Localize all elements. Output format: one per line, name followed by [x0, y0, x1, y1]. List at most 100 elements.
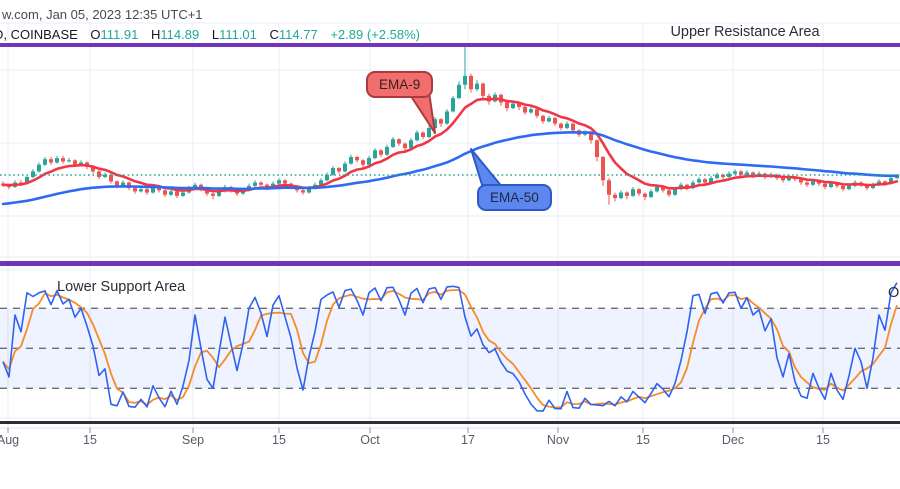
candle[interactable]: [139, 189, 143, 192]
candle[interactable]: [307, 188, 311, 193]
candle[interactable]: [475, 83, 479, 90]
upper-resistance-label[interactable]: Upper Resistance Area: [670, 24, 820, 40]
candle[interactable]: [145, 189, 149, 193]
candle[interactable]: [421, 132, 425, 137]
candle[interactable]: [505, 102, 509, 109]
candle[interactable]: [709, 178, 713, 183]
candle[interactable]: [457, 84, 461, 99]
candle[interactable]: [721, 174, 725, 177]
candle[interactable]: [799, 179, 803, 183]
candle[interactable]: [301, 190, 305, 193]
candle[interactable]: [637, 189, 641, 194]
candle[interactable]: [67, 160, 71, 162]
candle[interactable]: [133, 188, 137, 192]
ema9-callout[interactable]: EMA-9: [366, 71, 434, 98]
candle[interactable]: [397, 139, 401, 144]
ema-50-line[interactable]: [1, 131, 899, 206]
stochastic-series[interactable]: [2, 282, 898, 412]
candle[interactable]: [871, 184, 875, 189]
candle[interactable]: [49, 159, 53, 163]
candle[interactable]: [595, 140, 599, 157]
candle[interactable]: [337, 168, 341, 172]
candle[interactable]: [37, 164, 41, 172]
candle[interactable]: [589, 132, 593, 141]
candle[interactable]: [181, 192, 185, 196]
candle[interactable]: [565, 123, 569, 129]
candle[interactable]: [157, 186, 161, 191]
candle[interactable]: [601, 156, 605, 181]
candle[interactable]: [175, 191, 179, 196]
candle[interactable]: [103, 174, 107, 177]
candle[interactable]: [19, 182, 23, 184]
candle[interactable]: [73, 160, 77, 165]
ema-lines[interactable]: [1, 97, 899, 206]
candle[interactable]: [523, 106, 527, 113]
candle[interactable]: [511, 103, 515, 109]
candle[interactable]: [361, 160, 365, 165]
candle[interactable]: [745, 172, 749, 175]
candle[interactable]: [205, 189, 209, 194]
candle[interactable]: [805, 182, 809, 185]
candle[interactable]: [409, 140, 413, 149]
candle[interactable]: [481, 83, 485, 96]
candle[interactable]: [391, 139, 395, 147]
candle[interactable]: [619, 192, 623, 199]
candle[interactable]: [163, 190, 167, 195]
candle[interactable]: [415, 132, 419, 141]
candle[interactable]: [433, 119, 437, 129]
candle[interactable]: [283, 180, 287, 184]
candle[interactable]: [649, 191, 653, 197]
candle[interactable]: [319, 180, 323, 185]
candle[interactable]: [151, 186, 155, 193]
candle[interactable]: [715, 174, 719, 179]
candle[interactable]: [439, 119, 443, 124]
candle[interactable]: [529, 109, 533, 113]
candle[interactable]: [781, 178, 785, 181]
candle[interactable]: [277, 180, 281, 184]
candle[interactable]: [739, 171, 743, 175]
candle[interactable]: [109, 174, 113, 182]
candle[interactable]: [343, 163, 347, 172]
ema-9-line[interactable]: [1, 97, 899, 193]
candle[interactable]: [331, 168, 335, 175]
candle[interactable]: [217, 191, 221, 196]
candle[interactable]: [703, 179, 707, 183]
candle[interactable]: [349, 156, 353, 164]
upper-resistance-line[interactable]: [0, 43, 900, 47]
candle[interactable]: [751, 172, 755, 176]
candle[interactable]: [865, 184, 869, 189]
candle[interactable]: [253, 182, 257, 186]
candle[interactable]: [463, 75, 467, 85]
candle[interactable]: [841, 185, 845, 190]
candle[interactable]: [79, 162, 83, 165]
candle[interactable]: [847, 185, 851, 190]
candle[interactable]: [787, 176, 791, 181]
candle[interactable]: [61, 158, 65, 162]
candle[interactable]: [829, 183, 833, 187]
support-divider-line[interactable]: [0, 261, 900, 266]
candle[interactable]: [55, 158, 59, 163]
candle[interactable]: [379, 150, 383, 155]
candle[interactable]: [211, 193, 215, 196]
candle[interactable]: [259, 182, 263, 185]
candle[interactable]: [691, 182, 695, 189]
candle[interactable]: [571, 123, 575, 131]
oscillator-bottom-line[interactable]: [0, 421, 900, 424]
candle[interactable]: [373, 150, 377, 159]
candle[interactable]: [25, 176, 29, 184]
candle[interactable]: [697, 179, 701, 183]
candle[interactable]: [817, 181, 821, 184]
candle[interactable]: [673, 189, 677, 195]
candle[interactable]: [193, 184, 197, 189]
candle[interactable]: [325, 174, 329, 181]
candle[interactable]: [733, 171, 737, 174]
candle[interactable]: [367, 158, 371, 165]
candle[interactable]: [427, 128, 431, 137]
candle[interactable]: [121, 182, 125, 186]
candle[interactable]: [811, 181, 815, 185]
candle[interactable]: [655, 186, 659, 192]
lower-support-label[interactable]: Lower Support Area: [57, 279, 186, 295]
time-axis[interactable]: Aug 15 Sep 15 Oct 17 Nov 15 Dec 15: [0, 433, 900, 453]
candle[interactable]: [661, 186, 665, 191]
